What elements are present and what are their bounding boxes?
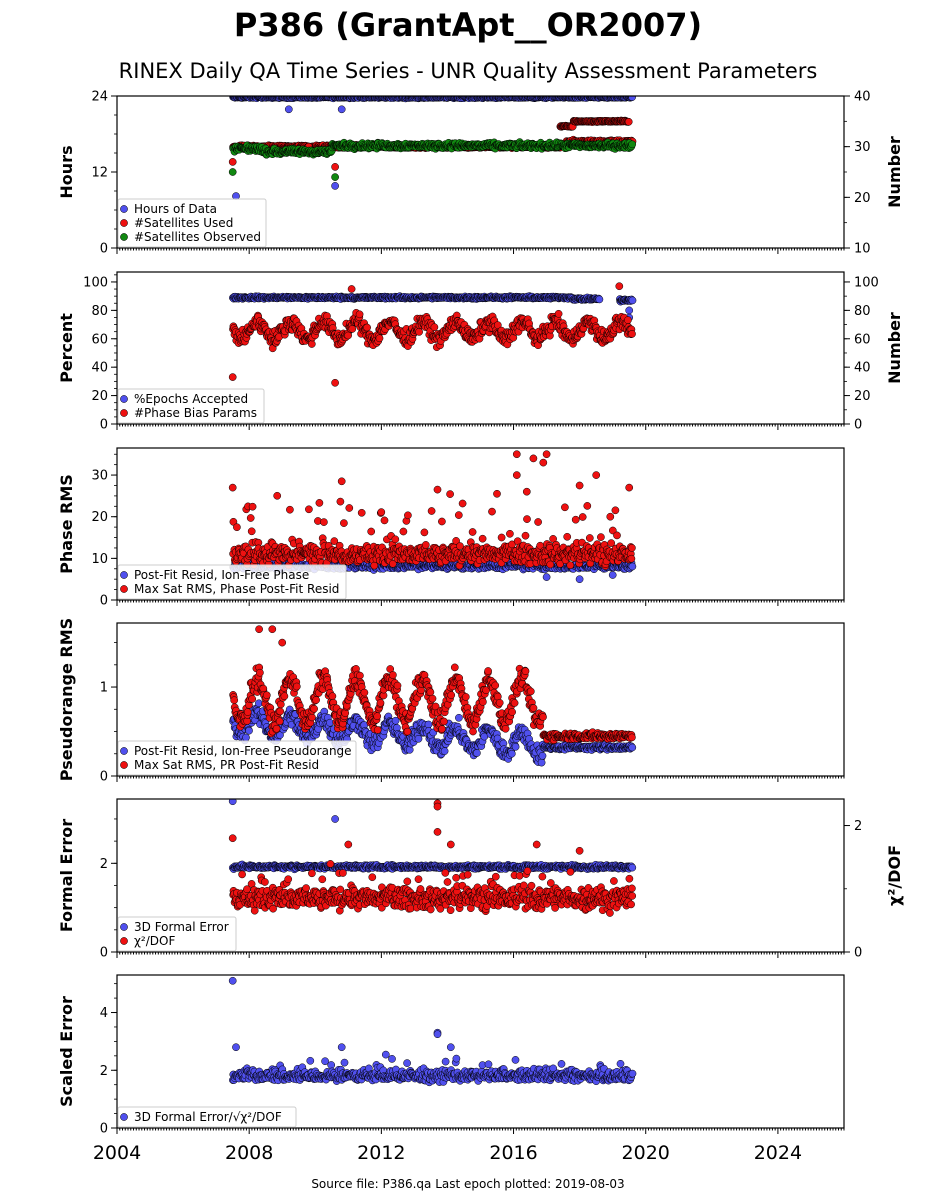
y-tick-label: 20 xyxy=(91,389,108,404)
data-point xyxy=(363,323,371,332)
y2-tick-label: 10 xyxy=(854,242,871,257)
data-point xyxy=(554,309,563,318)
y-tick-label: 100 xyxy=(83,275,108,290)
legend-marker xyxy=(120,395,128,403)
series-1-points xyxy=(229,96,636,200)
outlier-point xyxy=(331,173,339,181)
legend-entry: #Satellites Used xyxy=(134,216,233,230)
data-point xyxy=(628,562,637,571)
data-point xyxy=(628,296,637,305)
y2-tick-label: 60 xyxy=(854,332,871,347)
data-point xyxy=(628,330,636,338)
legend-entry: #Satellites Observed xyxy=(134,230,261,244)
legend-entry: Hours of Data xyxy=(134,202,217,216)
legend: Hours of Data#Satellites Used#Satellites… xyxy=(117,198,267,248)
figure-subtitle: RINEX Daily QA Time Series - UNR Quality… xyxy=(119,59,818,83)
outlier-point xyxy=(228,158,237,166)
legend-marker xyxy=(120,409,128,417)
outlier-point xyxy=(331,163,339,171)
outlier-point xyxy=(542,573,551,581)
data-point xyxy=(233,523,241,532)
legend-entry: %Epochs Accepted xyxy=(134,392,248,406)
figure-title: P386 (GrantApt__OR2007) xyxy=(234,6,702,44)
legend-entry: #Phase Bias Params xyxy=(134,406,257,420)
outlier-point xyxy=(331,378,339,387)
outlier-point xyxy=(608,571,617,579)
y2-tick-label: 80 xyxy=(854,304,871,319)
data-point xyxy=(246,514,255,522)
data-point xyxy=(307,340,316,348)
panel-1-markers xyxy=(228,96,637,200)
y-axis-label: Percent xyxy=(57,313,76,383)
outlier-point xyxy=(331,182,339,190)
y-tick-label: 24 xyxy=(91,90,108,105)
outlier-point xyxy=(575,575,584,584)
y2-tick-label: 100 xyxy=(854,275,879,290)
y-tick-label: 40 xyxy=(91,361,108,376)
data-point xyxy=(624,316,632,324)
series-2-points xyxy=(228,450,636,570)
outlier-point xyxy=(625,306,634,315)
legend-marker xyxy=(120,205,128,213)
y-tick-label: 0 xyxy=(100,418,108,433)
data-point xyxy=(315,499,324,507)
legend-marker xyxy=(120,233,128,241)
data-point xyxy=(624,117,633,126)
data-point xyxy=(430,323,439,332)
outlier-point xyxy=(228,373,237,381)
outlier-point xyxy=(284,105,293,114)
y-axis-label: Hours xyxy=(57,145,76,198)
y-tick-label: 60 xyxy=(91,332,108,347)
y2-tick-label: 40 xyxy=(854,90,871,105)
panel-2-markers xyxy=(228,282,637,387)
outlier-point xyxy=(347,285,356,293)
data-point xyxy=(375,334,384,343)
y-tick-label: 0 xyxy=(100,242,108,257)
legend: %Epochs Accepted#Phase Bias Params xyxy=(117,388,265,424)
data-point xyxy=(370,561,379,570)
data-point xyxy=(348,325,357,333)
y-tick-label: 80 xyxy=(91,304,108,319)
legend-marker xyxy=(120,219,128,227)
data-point xyxy=(305,505,313,514)
outlier-point xyxy=(615,282,624,291)
panel-3-markers xyxy=(228,450,637,584)
data-point xyxy=(380,516,389,525)
panel-2: 0 20 40 60 80 100 0 20 40 60 80 100 Number Percent %Ep… xyxy=(57,271,904,433)
data-point xyxy=(247,527,256,536)
data-point xyxy=(355,310,364,319)
outlier-point xyxy=(337,105,346,114)
data-point xyxy=(273,491,282,500)
data-point xyxy=(367,527,376,536)
data-point xyxy=(336,497,345,506)
data-point xyxy=(628,140,637,149)
y2-tick-label: 20 xyxy=(854,191,871,206)
data-point xyxy=(415,328,423,336)
data-point xyxy=(345,504,354,512)
data-point xyxy=(357,508,366,517)
y2-tick-label: 40 xyxy=(854,361,871,376)
y2-axis-label: Number xyxy=(885,136,904,208)
data-point xyxy=(248,502,257,511)
outlier-point xyxy=(228,168,237,176)
data-point xyxy=(628,96,636,101)
y2-tick-label: 20 xyxy=(854,389,871,404)
y2-tick-label: 30 xyxy=(854,140,871,155)
data-point xyxy=(320,518,328,526)
y2-tick-label: 0 xyxy=(854,418,862,433)
y-tick-label: 12 xyxy=(91,166,108,181)
data-point xyxy=(286,505,294,514)
data-point xyxy=(340,519,348,527)
data-point xyxy=(595,295,604,304)
series-3-points xyxy=(228,138,637,181)
y2-axis-label: Number xyxy=(885,312,904,384)
data-point xyxy=(377,508,386,516)
